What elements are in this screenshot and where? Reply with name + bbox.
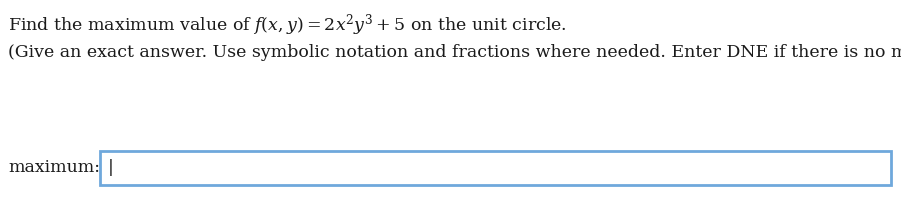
Text: (Give an exact answer. Use symbolic notation and fractions where needed. Enter D: (Give an exact answer. Use symbolic nota… xyxy=(8,44,901,61)
FancyBboxPatch shape xyxy=(100,151,891,185)
Text: Find the maximum value of $f(x, y) = 2x^2y^3 + 5$ on the unit circle.: Find the maximum value of $f(x, y) = 2x^… xyxy=(8,12,567,38)
Text: |: | xyxy=(108,160,114,177)
Text: maximum:: maximum: xyxy=(8,160,100,177)
